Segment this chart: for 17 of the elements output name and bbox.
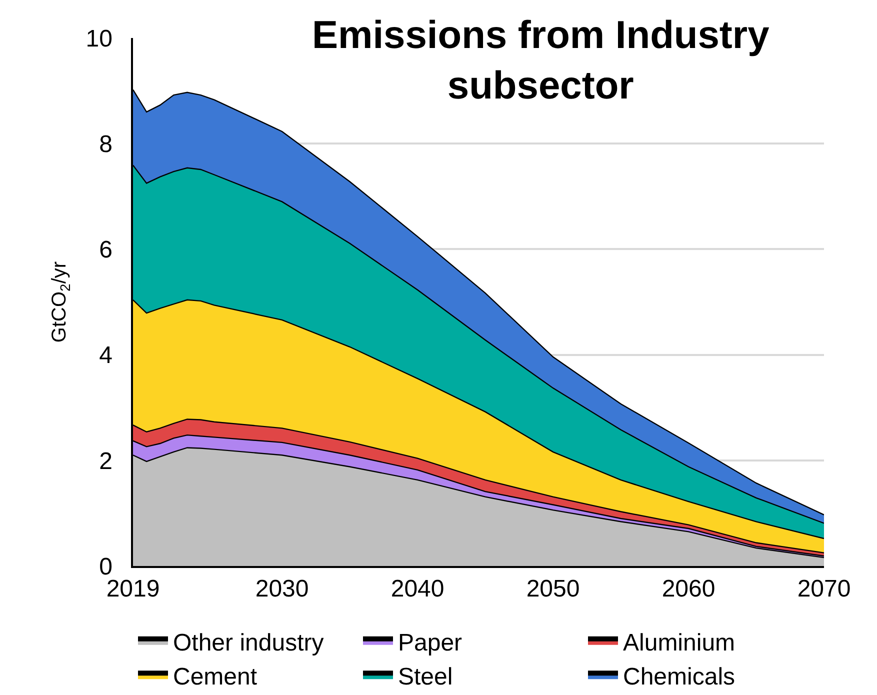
x-tick-label: 2070 — [797, 576, 851, 603]
y-tick-label: 2 — [99, 448, 112, 475]
legend-label: Aluminium — [623, 629, 736, 656]
legend-label: Steel — [398, 663, 453, 690]
legend-label: Chemicals — [623, 663, 736, 690]
x-tick-label: 2040 — [390, 576, 444, 603]
x-tick-label: 2030 — [255, 576, 309, 603]
y-tick-label: 4 — [99, 342, 112, 370]
y-tick-label: 10 — [86, 25, 112, 52]
legend-label: Paper — [398, 629, 462, 656]
legend-label: Cement — [173, 663, 258, 690]
legend-label: Other industry — [173, 629, 324, 656]
y-tick-label: 8 — [99, 131, 112, 158]
y-tick-label: 6 — [99, 236, 112, 264]
x-tick-label: 2060 — [662, 576, 716, 603]
chart-title: Emissions from Industry subsector — [312, 14, 770, 108]
x-tick-label: 2050 — [526, 576, 580, 603]
